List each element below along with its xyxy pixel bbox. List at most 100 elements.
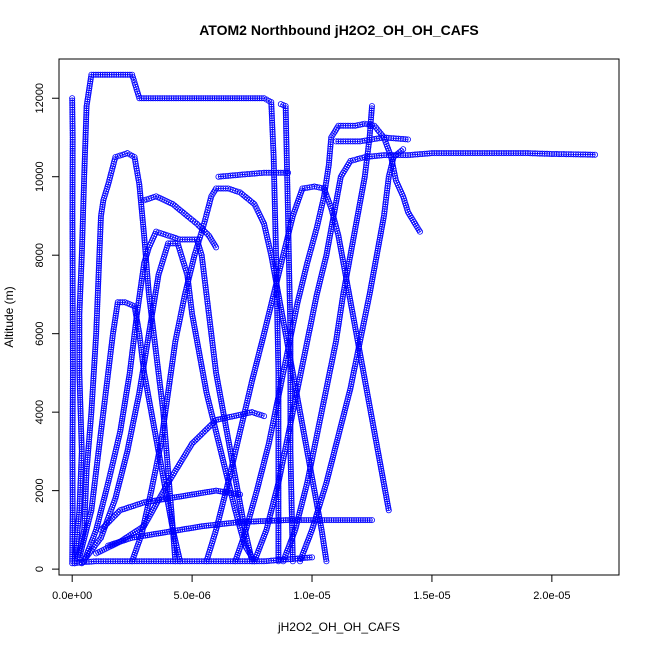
data-point bbox=[283, 121, 290, 128]
data-point bbox=[77, 277, 84, 284]
data-point bbox=[208, 330, 215, 337]
data-point bbox=[232, 490, 239, 497]
data-point bbox=[346, 291, 353, 298]
data-point bbox=[161, 413, 168, 420]
data-point bbox=[90, 486, 97, 493]
data-point bbox=[327, 148, 334, 155]
data-point bbox=[342, 278, 349, 285]
data-point bbox=[195, 222, 202, 229]
data-point bbox=[81, 153, 88, 160]
data-point bbox=[92, 475, 99, 482]
data-point bbox=[96, 441, 103, 448]
data-point bbox=[307, 320, 314, 327]
data-point bbox=[118, 420, 125, 427]
data-point bbox=[347, 252, 354, 259]
data-point bbox=[294, 299, 301, 306]
data-point bbox=[266, 306, 273, 313]
data-point bbox=[275, 412, 282, 419]
data-point bbox=[342, 280, 349, 287]
data-point bbox=[288, 217, 295, 224]
data-point bbox=[288, 502, 295, 509]
data-point bbox=[92, 71, 99, 78]
data-point bbox=[286, 297, 293, 304]
data-point bbox=[357, 197, 364, 204]
data-point bbox=[288, 482, 295, 489]
data-point bbox=[80, 189, 87, 196]
data-point bbox=[346, 295, 353, 302]
data-point bbox=[97, 71, 104, 78]
data-point bbox=[333, 336, 340, 343]
data-point bbox=[97, 432, 104, 439]
data-point bbox=[230, 455, 237, 462]
data-point bbox=[221, 463, 228, 470]
data-point bbox=[298, 365, 305, 372]
data-point bbox=[192, 330, 199, 337]
data-point bbox=[358, 188, 365, 195]
data-point bbox=[365, 143, 372, 150]
data-point bbox=[149, 311, 156, 318]
data-point bbox=[118, 422, 125, 429]
data-point bbox=[138, 351, 145, 358]
data-point bbox=[241, 558, 248, 565]
data-point bbox=[128, 351, 135, 358]
data-point bbox=[313, 291, 320, 298]
data-point bbox=[187, 299, 194, 306]
data-point bbox=[74, 524, 81, 531]
data-point bbox=[98, 428, 105, 435]
data-point bbox=[69, 316, 76, 323]
data-point bbox=[167, 515, 174, 522]
data-point bbox=[112, 314, 119, 321]
data-point bbox=[69, 390, 76, 397]
data-point bbox=[156, 447, 163, 454]
data-point bbox=[139, 214, 146, 221]
data-point bbox=[93, 323, 100, 330]
data-point bbox=[288, 508, 295, 515]
data-point bbox=[287, 388, 294, 395]
data-point bbox=[355, 347, 362, 354]
data-point bbox=[327, 143, 334, 150]
data-point bbox=[131, 156, 138, 163]
data-point bbox=[277, 300, 284, 307]
data-point bbox=[204, 302, 211, 309]
data-point bbox=[327, 145, 334, 152]
data-point bbox=[287, 356, 294, 363]
data-point bbox=[360, 320, 367, 327]
data-point bbox=[348, 306, 355, 313]
data-point bbox=[303, 340, 310, 347]
data-point bbox=[82, 506, 89, 513]
data-point bbox=[80, 184, 87, 191]
data-point bbox=[69, 295, 76, 302]
data-point bbox=[268, 300, 275, 307]
data-point bbox=[194, 341, 201, 348]
data-point bbox=[330, 212, 337, 219]
data-point bbox=[81, 173, 88, 180]
data-point bbox=[93, 326, 100, 333]
data-point bbox=[375, 450, 382, 457]
data-point bbox=[191, 491, 198, 498]
data-point bbox=[119, 415, 126, 422]
data-point bbox=[308, 459, 315, 466]
data-point bbox=[69, 320, 76, 327]
data-point bbox=[174, 327, 181, 334]
data-point bbox=[98, 425, 105, 432]
data-point bbox=[69, 461, 76, 468]
data-point bbox=[294, 387, 301, 394]
data-point bbox=[286, 264, 293, 271]
data-point bbox=[137, 339, 144, 346]
data-point bbox=[301, 270, 308, 277]
data-point bbox=[151, 469, 158, 476]
data-point bbox=[75, 516, 82, 523]
data-point bbox=[95, 283, 102, 290]
data-point bbox=[74, 529, 81, 536]
data-point bbox=[124, 385, 131, 392]
data-point bbox=[379, 474, 386, 481]
data-point bbox=[292, 394, 299, 401]
data-point bbox=[275, 354, 282, 361]
data-point bbox=[335, 517, 342, 524]
data-point bbox=[214, 433, 221, 440]
data-point bbox=[69, 351, 76, 358]
data-point bbox=[536, 150, 543, 157]
data-point bbox=[154, 359, 161, 366]
data-point bbox=[145, 286, 152, 293]
data-point bbox=[69, 251, 76, 258]
